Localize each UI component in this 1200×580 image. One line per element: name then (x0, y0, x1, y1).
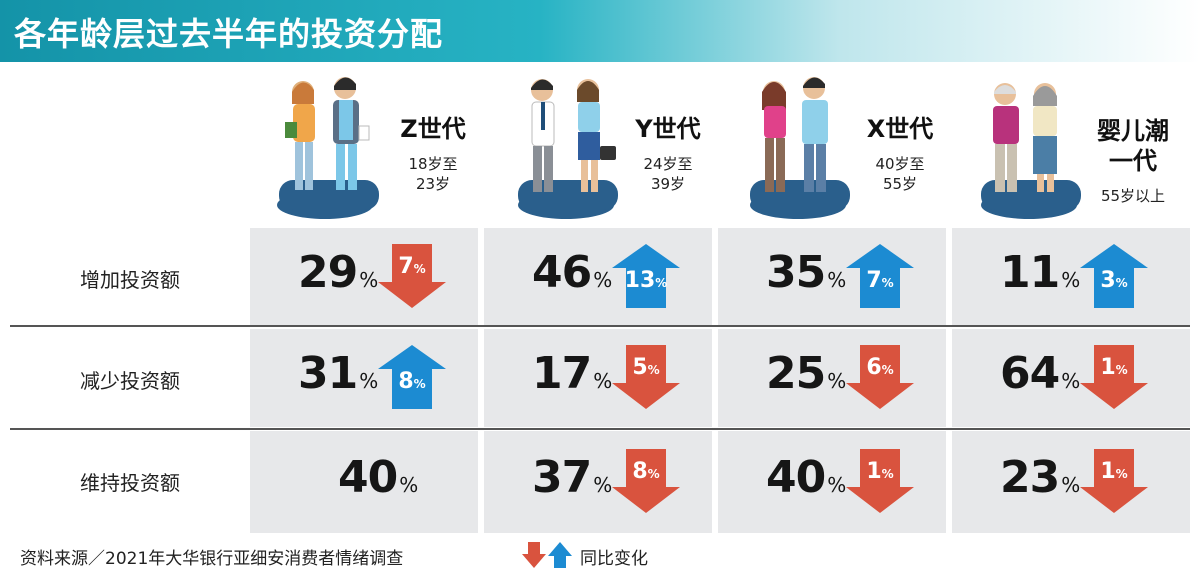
value-number: 31 (298, 348, 358, 399)
cell-bg (718, 431, 946, 533)
change-label: 1% (866, 459, 894, 484)
change-label: 7% (866, 267, 894, 293)
data-grid (250, 228, 1190, 533)
cell-bg (952, 228, 1190, 325)
value-percent-sign: % (359, 369, 379, 393)
row-divider (10, 325, 1190, 327)
cell-bg (250, 329, 478, 427)
gen-x-age: 40岁至 55岁 (875, 155, 925, 193)
down-arrow-icon: 1% (846, 449, 914, 513)
change-label: 6% (866, 355, 894, 380)
value-cell: 40% (766, 452, 846, 503)
value-cell: 29% (298, 247, 378, 298)
value-cell: 25% (766, 348, 846, 399)
value-number: 35 (766, 246, 826, 298)
cell-bg (484, 431, 712, 533)
value-cell: 11% (1000, 247, 1080, 298)
up-arrow-icon: 3% (1080, 243, 1148, 308)
cell-bg (718, 329, 946, 427)
gen-header-y: Y世代 24岁至 39岁 (490, 70, 722, 230)
up-arrow-icon: 13% (612, 243, 680, 308)
cell-bg (250, 431, 478, 533)
value-cell: 64% (1000, 348, 1080, 399)
gen-y-illustration (508, 70, 620, 222)
value-percent-sign: % (593, 473, 613, 497)
down-arrow-icon: 7% (378, 243, 446, 308)
value-percent-sign: % (827, 473, 847, 497)
down-arrow-icon: 1% (1080, 449, 1148, 513)
value-percent-sign: % (593, 267, 613, 292)
down-arrow-icon (522, 542, 546, 568)
down-arrow-icon: 6% (846, 345, 914, 409)
cell-bg (250, 228, 478, 325)
down-arrow-icon: 8% (612, 449, 680, 513)
gen-z-name: Z世代 (400, 115, 466, 143)
value-number: 40 (338, 452, 398, 503)
down-arrow-icon: 5% (612, 345, 680, 409)
chart-title: 各年龄层过去半年的投资分配 (14, 15, 444, 53)
value-percent-sign: % (827, 369, 847, 393)
value-percent-sign: % (593, 369, 613, 393)
gen-z-illustration (273, 70, 385, 222)
value-cell: 35% (766, 247, 846, 298)
value-cell: 23% (1000, 452, 1080, 503)
value-number: 11 (1000, 246, 1060, 298)
value-number: 17 (532, 348, 592, 399)
change-label: 13% (624, 267, 668, 293)
change-label: 7% (398, 253, 426, 279)
cell-bg (952, 329, 1190, 427)
title-bar: 各年龄层过去半年的投资分配 (0, 0, 1200, 62)
gen-y-age: 24岁至 39岁 (643, 155, 693, 193)
cell-bg (484, 329, 712, 427)
cell-bg (952, 431, 1190, 533)
up-arrow-icon: 7% (846, 243, 914, 308)
row-label-decrease: 减少投资额 (80, 369, 180, 393)
value-number: 46 (532, 246, 592, 298)
cell-bg (718, 228, 946, 325)
value-number: 25 (766, 348, 826, 399)
value-percent-sign: % (1061, 473, 1081, 497)
gen-y-name: Y世代 (635, 115, 701, 143)
value-cell: 46% (532, 247, 612, 298)
value-number: 64 (1000, 348, 1060, 399)
value-percent-sign: % (1061, 369, 1081, 393)
cell-bg (484, 228, 712, 325)
row-label-maintain: 维持投资额 (80, 471, 180, 495)
change-label: 1% (1100, 459, 1128, 484)
value-cell: 31% (298, 348, 378, 399)
value-percent-sign: % (399, 473, 419, 497)
up-arrow-icon: 8% (378, 345, 446, 409)
value-cell: 37% (532, 452, 612, 503)
value-percent-sign: % (1061, 267, 1081, 292)
value-number: 40 (766, 452, 826, 503)
value-number: 23 (1000, 452, 1060, 503)
gen-x-name: X世代 (866, 115, 934, 143)
gen-header-z: Z世代 18岁至 23岁 (255, 70, 487, 230)
change-label: 1% (1100, 355, 1128, 380)
change-label: 8% (398, 369, 426, 394)
gen-header-x: X世代 40岁至 55岁 (722, 70, 954, 230)
change-label: 3% (1100, 267, 1128, 293)
value-percent-sign: % (827, 267, 847, 292)
source-note: 资料来源／2021年大华银行亚细安消费者情绪调查 (20, 549, 404, 569)
gen-boomer-illustration (973, 70, 1085, 222)
gen-header-boomer: 婴儿潮 一代 55岁以上 (955, 70, 1187, 230)
row-divider (10, 428, 1190, 430)
change-label: 5% (632, 355, 660, 380)
value-number: 37 (532, 452, 592, 503)
change-label: 8% (632, 459, 660, 484)
value-number: 29 (298, 246, 358, 298)
gen-boomer-age: 55岁以上 (1100, 187, 1166, 205)
down-arrow-icon: 1% (1080, 345, 1148, 409)
row-label-increase: 增加投资额 (80, 268, 180, 292)
legend-label: 同比变化 (580, 549, 648, 569)
up-arrow-icon (548, 542, 572, 568)
value-cell: 17% (532, 348, 612, 399)
value-cell: 40% (338, 452, 418, 503)
value-percent-sign: % (359, 267, 379, 292)
gen-x-illustration (740, 70, 852, 222)
gen-z-age: 18岁至 23岁 (408, 155, 458, 193)
gen-boomer-name: 婴儿潮 一代 (1097, 117, 1169, 175)
